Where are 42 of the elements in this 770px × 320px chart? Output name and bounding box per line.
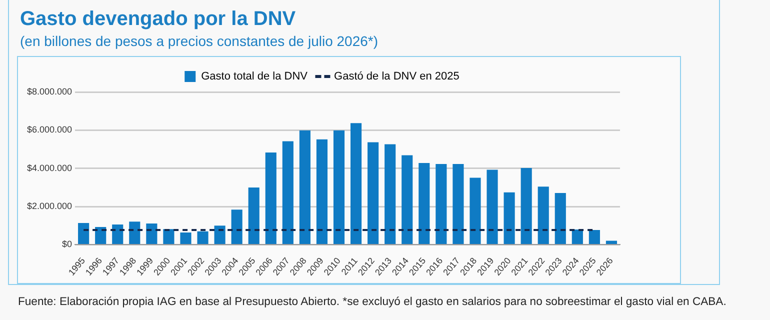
chart-title: Gasto devengado por la DNV <box>20 8 296 31</box>
bar <box>265 152 276 244</box>
bar <box>606 240 618 244</box>
bar <box>316 139 328 244</box>
bar <box>452 164 464 244</box>
bar <box>402 155 413 244</box>
bar <box>129 222 140 244</box>
bar <box>436 164 447 244</box>
bar <box>588 230 600 244</box>
bar <box>572 229 583 244</box>
bar <box>282 141 294 244</box>
bar <box>520 168 532 244</box>
bar <box>95 226 106 244</box>
bar <box>350 123 362 244</box>
y-tick-label: $0 <box>62 239 72 250</box>
bar <box>418 163 430 244</box>
bar <box>384 144 396 244</box>
y-tick-label: $8.000.000 <box>26 86 72 96</box>
bar <box>146 224 158 244</box>
bar <box>163 229 174 244</box>
source-note: Fuente: Elaboración propia IAG en base al Presupuesto Abierto. *se excluyó el gasto en salarios para no sobreestimar el gasto vial en CABA. <box>18 296 726 308</box>
bar <box>299 130 310 244</box>
y-tick-label: $6.000.000 <box>26 124 72 135</box>
bar <box>470 178 481 244</box>
bar <box>214 226 226 244</box>
legend-label: Gastó de la DNV en 2025 <box>334 70 460 83</box>
y-tick-label: $4.000.000 <box>26 162 72 173</box>
legend-label: Gasto total de la DNV <box>201 70 308 83</box>
bar <box>78 222 90 244</box>
bar <box>333 130 345 244</box>
bar <box>180 232 192 244</box>
bar <box>504 192 515 244</box>
y-tick-label: $2.000.000 <box>26 201 72 212</box>
bar <box>554 192 566 244</box>
bar <box>231 210 242 244</box>
bar <box>538 186 549 244</box>
chart-subtitle: (en billones de pesos a precios constantes de julio 2026*) <box>20 33 378 49</box>
bar <box>197 231 208 244</box>
bar <box>368 142 379 244</box>
bar <box>248 187 260 244</box>
bar <box>112 224 124 244</box>
bar <box>486 170 498 244</box>
